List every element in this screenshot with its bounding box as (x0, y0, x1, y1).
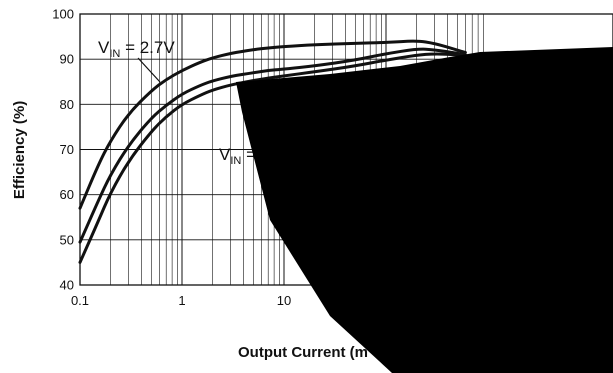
series-group (78, 39, 467, 264)
x-axis-title: Output Current (m (238, 344, 368, 361)
vin-mid-main: V (219, 145, 231, 164)
x-tick-label: 1 (178, 293, 185, 308)
series-line-3 (78, 52, 467, 264)
vin-top-sub: IN (109, 48, 120, 60)
y-tick-label: 70 (60, 142, 74, 157)
y-tick-label: 40 (60, 278, 74, 293)
y-axis-title: Efficiency (%) (11, 101, 28, 199)
y-tick-label: 100 (52, 7, 74, 22)
y-tick-label: 80 (60, 97, 74, 112)
x-tick-labels: 0.1 1 10 (71, 293, 291, 308)
vin-top-main: V (98, 38, 110, 57)
series-line-2 (78, 47, 467, 244)
y-tick-label: 90 (60, 52, 74, 67)
redaction-overlay (236, 47, 613, 373)
x-tick-label: 10 (277, 293, 291, 308)
vin-mid-annotation: VIN = (219, 145, 256, 167)
x-tick-label: 0.1 (71, 293, 89, 308)
vin-top-annotation: VIN = 2.7V (98, 38, 175, 60)
y-tick-label: 50 (60, 232, 74, 247)
vin-mid-sub: IN (230, 155, 241, 167)
series-line-1 (78, 39, 467, 210)
vin-top-leader (137, 57, 161, 83)
vin-top-rest: = 2.7V (120, 38, 175, 57)
y-tick-label: 60 (60, 187, 74, 202)
y-tick-labels: 40 50 60 70 80 90 100 (52, 7, 74, 293)
